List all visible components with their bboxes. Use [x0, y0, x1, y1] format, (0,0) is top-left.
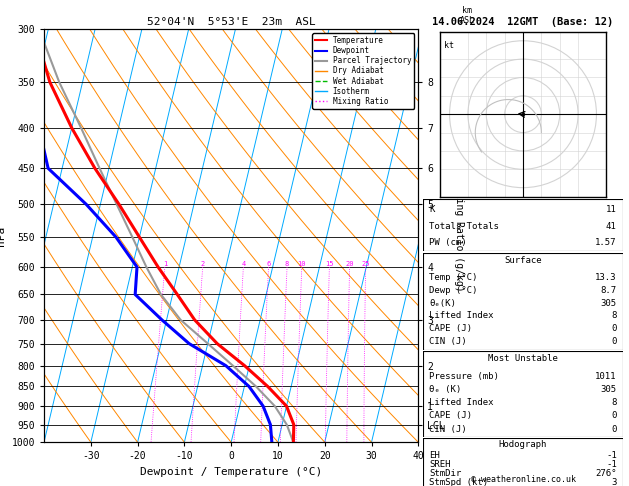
Text: CAPE (J): CAPE (J)	[430, 324, 472, 333]
Y-axis label: Mixing Ratio (g/kg): Mixing Ratio (g/kg)	[454, 180, 464, 292]
Text: SREH: SREH	[430, 460, 451, 469]
Text: 41: 41	[606, 222, 616, 230]
Text: θₑ (K): θₑ (K)	[430, 385, 462, 394]
Text: 1: 1	[163, 261, 167, 267]
Text: Surface: Surface	[504, 256, 542, 265]
Text: km
ASL: km ASL	[459, 6, 474, 25]
Text: 1011: 1011	[595, 372, 616, 381]
Text: 15: 15	[325, 261, 333, 267]
Text: Hodograph: Hodograph	[499, 440, 547, 449]
Text: Most Unstable: Most Unstable	[488, 354, 558, 363]
Text: 0: 0	[611, 425, 616, 434]
Text: 6: 6	[267, 261, 270, 267]
Text: Dewp (°C): Dewp (°C)	[430, 286, 477, 295]
Text: 11: 11	[606, 206, 616, 214]
Text: 276°: 276°	[595, 469, 616, 478]
Legend: Temperature, Dewpoint, Parcel Trajectory, Dry Adiabat, Wet Adiabat, Isotherm, Mi: Temperature, Dewpoint, Parcel Trajectory…	[312, 33, 415, 109]
Text: EH: EH	[430, 451, 440, 460]
Text: 1.57: 1.57	[595, 238, 616, 247]
Text: kt: kt	[444, 41, 454, 50]
Text: StmDir: StmDir	[430, 469, 462, 478]
Y-axis label: hPa: hPa	[0, 226, 6, 246]
Text: 13.3: 13.3	[595, 273, 616, 282]
Text: 8.7: 8.7	[601, 286, 616, 295]
Text: 4: 4	[242, 261, 245, 267]
Text: 2: 2	[201, 261, 205, 267]
Text: Pressure (mb): Pressure (mb)	[430, 372, 499, 381]
Text: 8: 8	[611, 398, 616, 407]
Text: θₑ(K): θₑ(K)	[430, 299, 456, 308]
Text: 305: 305	[601, 299, 616, 308]
Text: CAPE (J): CAPE (J)	[430, 412, 472, 420]
Text: 25: 25	[362, 261, 370, 267]
Text: StmSpd (kt): StmSpd (kt)	[430, 478, 489, 486]
Title: 52°04'N  5°53'E  23m  ASL: 52°04'N 5°53'E 23m ASL	[147, 17, 316, 27]
X-axis label: Dewpoint / Temperature (°C): Dewpoint / Temperature (°C)	[140, 467, 322, 477]
Text: 8: 8	[285, 261, 289, 267]
Text: © weatheronline.co.uk: © weatheronline.co.uk	[470, 474, 576, 484]
Text: 3: 3	[611, 478, 616, 486]
Text: 0: 0	[611, 324, 616, 333]
Text: 14.06.2024  12GMT  (Base: 12): 14.06.2024 12GMT (Base: 12)	[432, 17, 614, 27]
Text: 0: 0	[611, 412, 616, 420]
Text: Temp (°C): Temp (°C)	[430, 273, 477, 282]
Text: Lifted Index: Lifted Index	[430, 312, 494, 320]
Text: Lifted Index: Lifted Index	[430, 398, 494, 407]
Text: 20: 20	[345, 261, 354, 267]
Text: 0: 0	[611, 337, 616, 346]
Text: -1: -1	[606, 460, 616, 469]
Text: 10: 10	[298, 261, 306, 267]
Text: PW (cm): PW (cm)	[430, 238, 467, 247]
Text: CIN (J): CIN (J)	[430, 425, 467, 434]
Text: -1: -1	[606, 451, 616, 460]
Text: K: K	[430, 206, 435, 214]
Text: CIN (J): CIN (J)	[430, 337, 467, 346]
Text: Totals Totals: Totals Totals	[430, 222, 499, 230]
Text: 305: 305	[601, 385, 616, 394]
Text: 8: 8	[611, 312, 616, 320]
